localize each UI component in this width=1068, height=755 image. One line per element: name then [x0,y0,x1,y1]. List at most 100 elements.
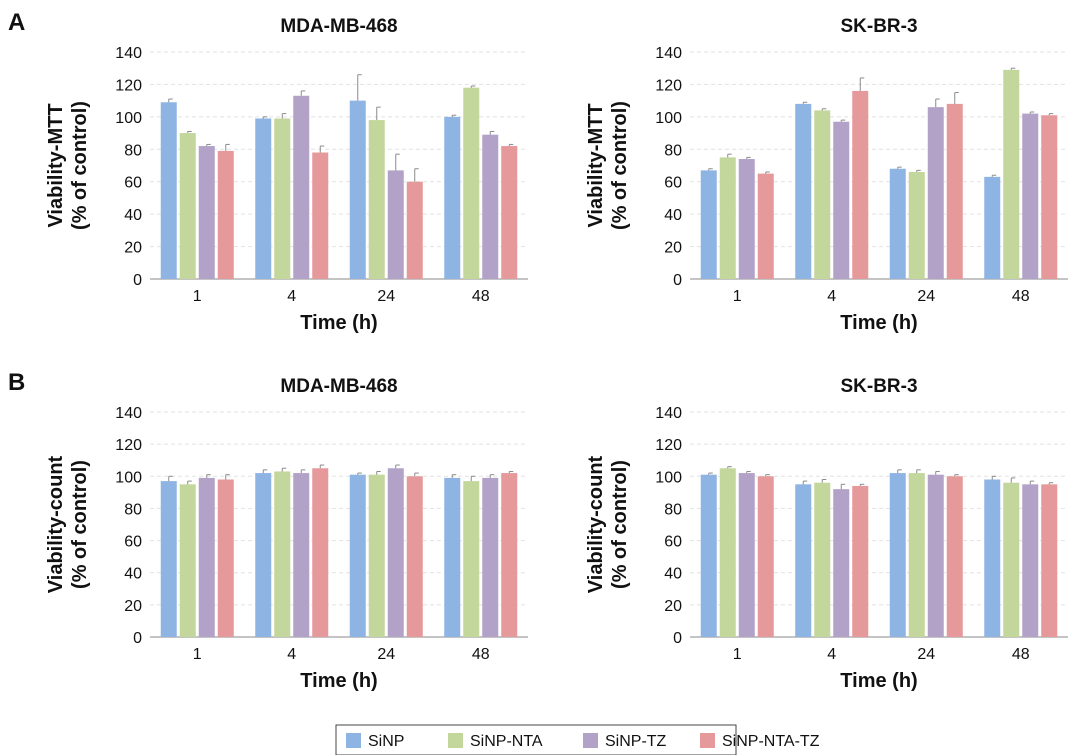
bar-sinp-nta-1h [179,133,196,279]
y-axis-label: (% of control) [69,460,91,589]
x-axis-label: Time (h) [300,670,377,692]
chart-title: MDA-MB-468 [280,16,397,37]
bar-sinp-1h [700,474,717,637]
y-tick-label: 20 [664,598,682,615]
bar-sinp-nta-4h [274,118,291,279]
bar-sinp-24h [349,100,366,280]
x-tick-label: 4 [287,288,296,305]
y-tick-label: 60 [124,175,142,192]
y-tick-label: 120 [655,77,682,94]
bar-sinp-nta-1h [179,484,196,637]
bar-sinp-nta-tz-24h [406,476,423,637]
bar-sinp-48h [984,176,1001,279]
bar-sinp-tz-4h [833,121,850,279]
bar-sinp-tz-24h [927,107,944,279]
bar-sinp-nta-tz-1h [757,476,774,637]
y-tick-label: 120 [115,77,142,94]
chart-4-sk-br-3: SK-BR-3 0 20 40 60 80 100 120 140 Viability-count… [585,376,1068,692]
y-tick-label: 0 [673,272,682,289]
bar-sinp-tz-48h [482,477,499,637]
bar-sinp-nta-1h [719,157,736,279]
bar-sinp-nta-1h [719,468,736,637]
y-tick-label: 120 [655,437,682,454]
bar-sinp-tz-1h [198,146,215,279]
x-tick-label: 4 [827,288,836,305]
y-tick-label: 100 [115,469,142,486]
x-axis-label: Time (h) [840,670,917,692]
legend-swatch-sinp-nta-tz [700,733,715,748]
bar-sinp-24h [889,168,906,279]
x-tick-label: 48 [1012,646,1030,663]
bar-sinp-nta-tz-1h [217,479,234,637]
legend-label-sinp-tz: SiNP-TZ [605,733,667,750]
y-axis-label: Viability-MTT [585,103,607,227]
bar-sinp-nta-48h [463,87,480,280]
bar-sinp-tz-24h [387,170,404,279]
bar-sinp-tz-4h [293,95,310,280]
bar-sinp-4h [795,484,812,637]
bar-sinp-nta-tz-4h [312,468,329,637]
x-tick-label: 1 [193,288,202,305]
y-tick-label: 40 [664,566,682,583]
x-tick-label: 4 [827,646,836,663]
bar-sinp-nta-4h [274,471,291,637]
chart-1-mda-mb-468: MDA-MB-468 0 20 40 60 80 100 120 140 Viability-MT… [45,16,528,334]
bar-sinp-tz-48h [1022,484,1039,637]
x-tick-label: 1 [193,646,202,663]
bar-sinp-nta-48h [1003,69,1020,279]
chart-3-mda-mb-468: MDA-MB-468 0 20 40 60 80 100 120 140 Viability-co… [45,376,528,692]
bar-sinp-tz-48h [1022,113,1039,279]
y-tick-label: 140 [655,45,682,62]
bar-sinp-nta-48h [463,481,480,637]
panel-label-b: B [8,369,25,396]
y-tick-label: 100 [655,469,682,486]
y-tick-label: 140 [115,405,142,422]
bar-sinp-nta-tz-24h [406,181,423,279]
y-tick-label: 140 [655,405,682,422]
y-tick-label: 40 [124,207,142,224]
legend-label-sinp-nta: SiNP-NTA [470,733,543,750]
y-tick-label: 0 [133,272,142,289]
x-axis-label: Time (h) [300,312,377,334]
x-tick-label: 24 [377,288,395,305]
chart-title: SK-BR-3 [840,16,917,37]
legend-label-sinp: SiNP [368,733,404,750]
y-tick-label: 140 [115,45,142,62]
bar-sinp-nta-24h [368,474,385,637]
bar-sinp-nta-4h [814,110,831,279]
bar-sinp-nta-tz-24h [946,103,963,279]
legend-label-sinp-nta-tz: SiNP-NTA-TZ [722,733,820,750]
legend-swatch-sinp-tz [583,733,598,748]
y-tick-label: 0 [133,630,142,647]
y-tick-label: 80 [124,501,142,518]
y-tick-label: 100 [115,110,142,127]
y-tick-label: 60 [124,534,142,551]
legend: SiNP SiNP-NTA SiNP-TZ SiNP-NTA-TZ [335,724,820,755]
y-tick-label: 40 [664,207,682,224]
chart-title: MDA-MB-468 [280,376,397,397]
y-axis-label: (% of control) [609,101,631,230]
y-tick-label: 80 [124,142,142,159]
bar-sinp-24h [349,474,366,637]
y-tick-label: 20 [664,240,682,257]
x-tick-label: 24 [377,646,395,663]
x-tick-label: 48 [1012,288,1030,305]
bar-sinp-tz-1h [738,473,755,637]
bar-sinp-tz-24h [387,468,404,637]
bar-sinp-nta-24h [908,171,925,279]
y-tick-label: 20 [124,240,142,257]
y-tick-label: 80 [664,142,682,159]
bar-sinp-nta-24h [908,473,925,637]
bar-sinp-nta-tz-1h [217,150,234,279]
bar-sinp-nta-tz-1h [757,173,774,279]
bar-sinp-48h [444,116,461,279]
bar-sinp-nta-tz-48h [1041,115,1058,279]
y-tick-label: 80 [664,501,682,518]
bar-sinp-tz-24h [927,474,944,637]
chart-title: SK-BR-3 [840,376,917,397]
bar-sinp-nta-tz-24h [946,476,963,637]
bar-sinp-tz-1h [198,477,215,637]
y-axis-label: Viability-count [45,455,67,593]
x-tick-label: 24 [917,646,935,663]
